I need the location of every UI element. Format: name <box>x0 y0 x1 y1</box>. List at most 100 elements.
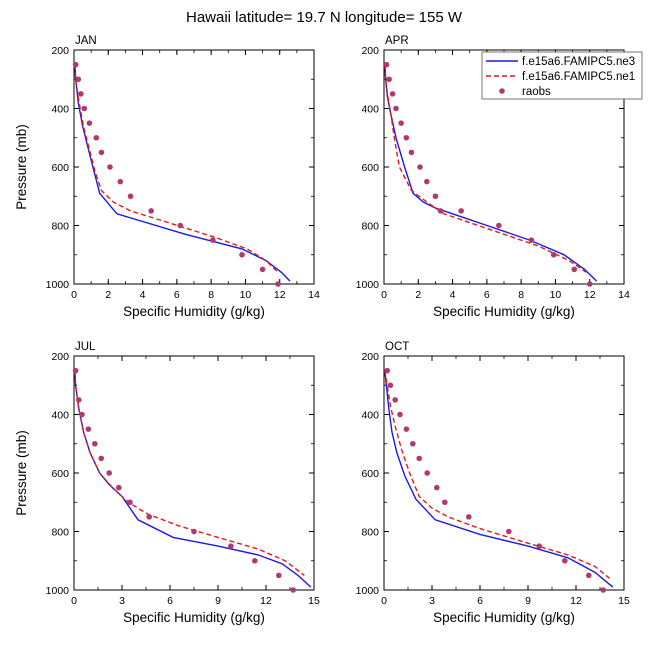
x-tick-label: 15 <box>308 595 320 607</box>
raobs-point <box>458 208 464 214</box>
ne1-line <box>384 64 587 273</box>
x-tick-label: 8 <box>208 289 214 301</box>
legend-label: f.e15a6.FAMIPC5.ne3 <box>522 56 635 68</box>
panel-oct: OCT 0 3 6 9 12 15 200 400 600 800 1000 Specific Humi… <box>356 341 630 625</box>
x-tick-label: 12 <box>274 289 286 301</box>
ne1-line <box>74 370 305 576</box>
raobs-point <box>506 528 512 535</box>
x-tick-label: 9 <box>525 595 531 607</box>
raobs-point <box>384 367 391 374</box>
y-tick-label: 800 <box>51 221 69 233</box>
raobs-point <box>228 543 234 549</box>
raobs-point <box>562 557 568 564</box>
raobs-point <box>424 178 430 185</box>
raobs-point <box>148 208 154 214</box>
x-tick-label: 6 <box>484 289 490 301</box>
panel-jan: JAN 0 2 4 6 8 10 12 14 200 400 600 800 1000 Specific H… <box>14 35 320 319</box>
raobs-point <box>536 543 542 549</box>
raobs-point <box>386 76 392 83</box>
x-tick-label: 10 <box>240 289 252 301</box>
ne3-line <box>384 64 598 282</box>
x-tick-label: 14 <box>308 289 320 301</box>
x-tick-label: 4 <box>450 289 456 301</box>
x-tick-label: 15 <box>618 595 630 607</box>
x-tick-label: 3 <box>119 595 125 607</box>
raobs-point <box>259 266 266 273</box>
ne1-line <box>384 370 611 579</box>
x-tick-label: 9 <box>215 595 221 607</box>
y-tick-label: 600 <box>361 162 379 174</box>
y-tick-label: 600 <box>51 162 69 174</box>
raobs-point <box>290 587 297 593</box>
raobs-point <box>408 149 415 156</box>
raobs-point <box>571 266 578 273</box>
legend-box <box>481 51 643 100</box>
y-tick-label: 400 <box>51 410 69 422</box>
raobs-point <box>191 528 197 535</box>
legend-marker <box>499 88 505 94</box>
panel-label: JUL <box>75 341 96 353</box>
ne3-line <box>384 370 614 588</box>
raobs-point <box>403 134 410 141</box>
raobs-point <box>78 91 84 97</box>
y-tick-label: 600 <box>361 468 379 480</box>
y-tick-label: 800 <box>51 527 69 539</box>
panel-label: APR <box>385 35 409 47</box>
raobs-point <box>92 440 98 447</box>
raobs-point <box>387 382 394 389</box>
raobs-point <box>86 120 93 126</box>
raobs-point <box>586 281 593 287</box>
raobs-point <box>117 178 124 185</box>
raobs-point <box>416 455 423 462</box>
raobs-point <box>177 222 184 229</box>
x-tick-label: 12 <box>260 595 272 607</box>
x-tick-label: 0 <box>71 289 77 301</box>
raobs-point <box>76 397 82 403</box>
raobs-point <box>466 514 472 520</box>
x-tick-label: 3 <box>429 595 435 607</box>
x-axis-label: Specific Humidity (g/kg) <box>433 304 575 319</box>
y-tick-label: 1000 <box>46 279 70 291</box>
raobs-point <box>107 164 113 170</box>
y-tick-label: 1000 <box>46 585 70 597</box>
raobs-point <box>98 149 105 156</box>
legend: f.e15a6.FAMIPC5.ne3 f.e15a6.FAMIPC5.ne1 ra… <box>481 51 643 100</box>
panel-label: OCT <box>385 341 409 353</box>
raobs-point <box>403 426 410 432</box>
y-tick-label: 800 <box>361 527 379 539</box>
raobs-point <box>392 397 399 403</box>
raobs-point <box>432 193 439 200</box>
raobs-point <box>496 222 502 229</box>
x-tick-label: 2 <box>105 289 111 301</box>
x-tick-label: 6 <box>477 595 483 607</box>
raobs-point <box>85 426 92 432</box>
raobs-point <box>442 499 448 506</box>
raobs-point <box>383 61 390 68</box>
panel-label: JAN <box>75 35 97 47</box>
raobs-point <box>98 455 104 462</box>
y-axis-label: Pressure (mb) <box>14 430 29 516</box>
ne1-line <box>74 64 279 273</box>
x-tick-label: 14 <box>618 289 630 301</box>
y-axis-label: Pressure (mb) <box>14 124 29 210</box>
raobs-point <box>116 484 122 491</box>
raobs-point <box>252 557 258 564</box>
raobs-point <box>239 251 245 258</box>
plot-frame <box>383 355 625 591</box>
y-tick-label: 800 <box>361 221 379 233</box>
x-tick-label: 0 <box>381 289 387 301</box>
y-tick-label: 400 <box>361 104 379 116</box>
raobs-point <box>528 237 535 243</box>
raobs-point <box>586 572 592 579</box>
y-tick-label: 200 <box>51 45 69 57</box>
x-tick-label: 0 <box>71 595 77 607</box>
x-tick-label: 12 <box>570 595 582 607</box>
raobs-point <box>72 367 79 374</box>
raobs-point <box>93 134 100 141</box>
y-tick-label: 400 <box>361 410 379 422</box>
panel-apr: APR 0 2 4 6 8 10 12 14 200 400 600 800 1000 Specific H… <box>356 35 630 319</box>
raobs-point <box>397 411 403 418</box>
raobs-point <box>410 440 416 447</box>
